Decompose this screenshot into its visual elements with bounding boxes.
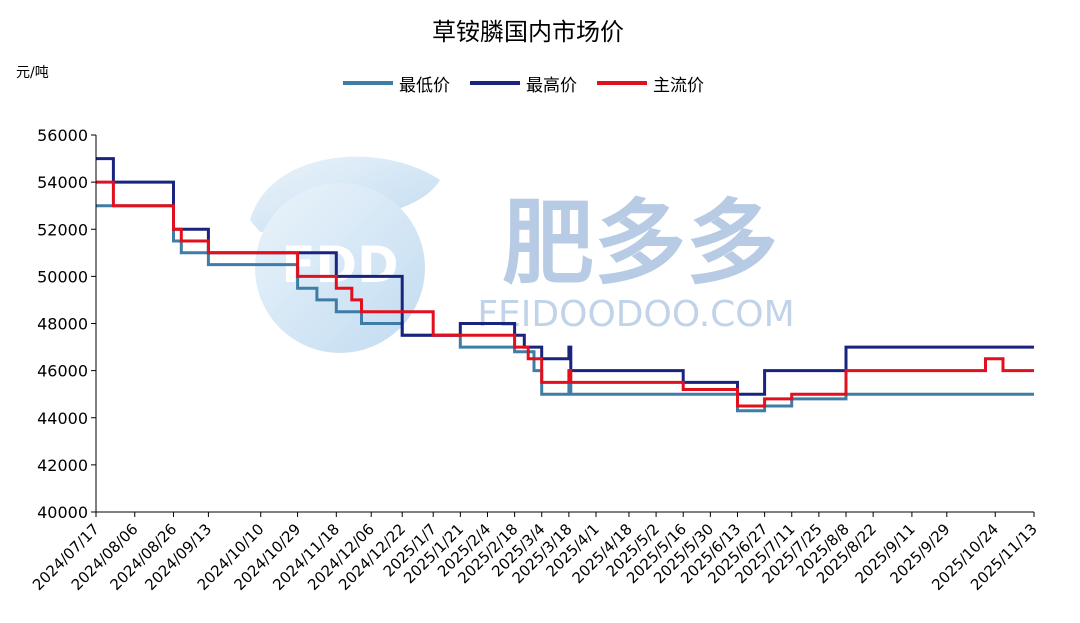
y-tick-label: 50000 xyxy=(37,267,88,286)
legend-label-high: 最高价 xyxy=(526,75,577,96)
watermark-chinese-text: 肥多多 xyxy=(502,190,778,297)
series-lines xyxy=(96,157,1034,413)
legend-item-low: 最低价 xyxy=(343,71,450,96)
watermark-brand-text: FDD xyxy=(281,236,398,294)
watermark-logo: FDD 肥多多 FEIDOODOO.COM xyxy=(250,156,795,353)
y-tick-label: 42000 xyxy=(37,456,88,475)
y-axis-unit-label: 元/吨 xyxy=(16,65,49,81)
legend-item-high: 最高价 xyxy=(470,71,577,96)
legend-label-main: 主流价 xyxy=(653,75,704,96)
y-tick-label: 48000 xyxy=(37,315,88,334)
y-tick-label: 56000 xyxy=(37,126,88,145)
legend-item-main: 主流价 xyxy=(597,71,704,96)
legend-swatch-main xyxy=(597,81,647,85)
legend: 最低价 最高价 主流价 xyxy=(343,71,724,96)
y-tick-label: 40000 xyxy=(37,503,88,522)
legend-swatch-high xyxy=(470,81,520,85)
y-tick-label: 54000 xyxy=(37,173,88,192)
y-axis-ticks: 40000 42000 44000 46000 48000 50000 52000 54000… xyxy=(37,126,96,522)
y-tick-label: 52000 xyxy=(37,220,88,239)
y-tick-label: 46000 xyxy=(37,362,88,381)
legend-label-low: 最低价 xyxy=(399,75,450,96)
series-line-low xyxy=(96,204,1034,413)
y-tick-label: 44000 xyxy=(37,409,88,428)
watermark-domain-text: FEIDOODOO.COM xyxy=(477,294,794,335)
x-axis-ticks: 2024/07/172024/08/062024/08/262024/09/13… xyxy=(29,512,1041,594)
chart-title: 草铵膦国内市场价 xyxy=(432,18,624,46)
legend-swatch-low xyxy=(343,81,393,85)
series-line-main xyxy=(96,180,1034,408)
